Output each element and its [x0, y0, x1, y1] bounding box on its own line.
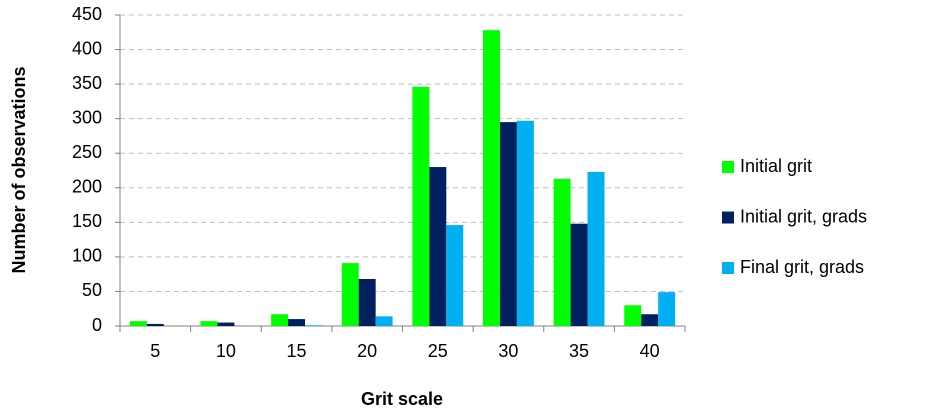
bar [570, 223, 588, 326]
bar [553, 178, 571, 326]
bar [516, 120, 534, 327]
bar [305, 325, 322, 326]
bar [483, 30, 500, 327]
bar [341, 263, 359, 326]
y-tick-label: 450 [72, 4, 102, 24]
bar [200, 321, 218, 326]
bar [129, 321, 147, 326]
y-tick-label: 400 [72, 38, 102, 58]
y-tick-label: 300 [72, 107, 102, 127]
bar [429, 167, 447, 326]
bar [587, 171, 605, 326]
bar [358, 279, 376, 326]
x-tick-label: 35 [569, 341, 589, 361]
x-tick-label: 15 [287, 341, 307, 361]
y-axis-title: Number of observations [9, 66, 29, 273]
x-tick-label: 40 [640, 341, 660, 361]
x-tick-label: 25 [428, 341, 448, 361]
bar [624, 305, 642, 326]
x-tick-label: 5 [150, 341, 160, 361]
legend-label: Initial grit [740, 156, 812, 176]
legend-swatch [722, 262, 734, 274]
legend-swatch [722, 161, 734, 173]
bar [658, 292, 676, 326]
y-tick-label: 200 [72, 177, 102, 197]
bar [641, 314, 659, 326]
y-tick-label: 0 [92, 315, 102, 335]
x-tick-label: 20 [357, 341, 377, 361]
y-tick-label: 350 [72, 73, 102, 93]
x-tick-label: 10 [216, 341, 236, 361]
bar [499, 122, 517, 326]
bar [288, 319, 306, 326]
bar [271, 314, 289, 326]
x-axis-title: Grit scale [361, 389, 443, 409]
legend-swatch [722, 211, 734, 224]
bar [217, 322, 235, 326]
y-tick-label: 100 [72, 246, 102, 266]
y-tick-label: 250 [72, 142, 102, 162]
y-tick-label: 50 [82, 280, 102, 300]
x-tick-label: 30 [498, 341, 518, 361]
bar [412, 86, 430, 327]
legend-label: Final grit, grads [740, 257, 864, 277]
bar [375, 316, 393, 326]
bar [446, 225, 464, 326]
y-tick-label: 150 [72, 211, 102, 231]
legend-label: Initial grit, grads [740, 206, 867, 226]
bar [146, 323, 164, 326]
